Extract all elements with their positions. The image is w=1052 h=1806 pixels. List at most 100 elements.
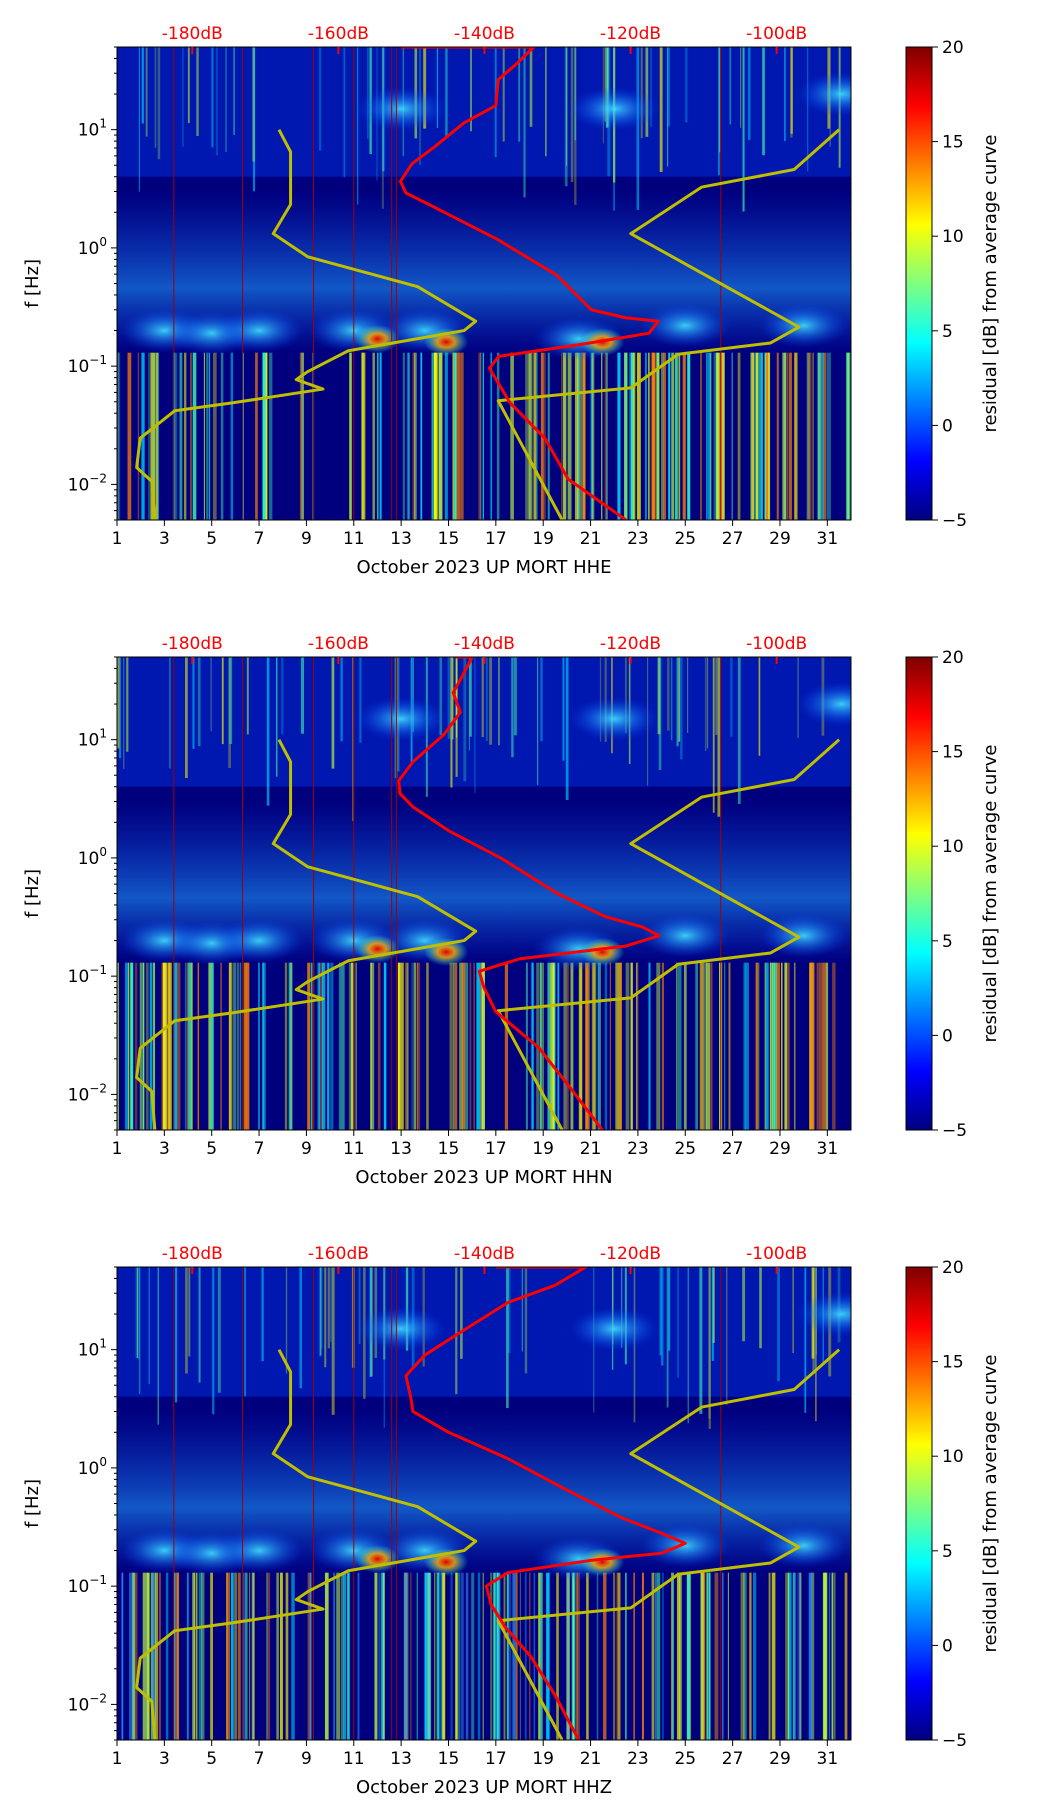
- spectrogram-stripe: [563, 352, 567, 520]
- y-tick-base: 10: [78, 121, 100, 141]
- spectrogram-stripe: [376, 352, 379, 520]
- spectrogram-stripe: [581, 352, 585, 520]
- spectrogram-stripe: [166, 1572, 169, 1740]
- spectrogram-stripe: [786, 962, 790, 1130]
- spectrogram-stripe: [525, 962, 528, 1130]
- y-tick-label: 10−1: [68, 1573, 107, 1597]
- spectrogram-stripe: [540, 1572, 543, 1740]
- x-tick-label: 11: [343, 1139, 365, 1159]
- y-tick-base: 10: [68, 1085, 90, 1105]
- spectrogram-stripe: [239, 962, 242, 1130]
- spectrogram-stripe: [533, 352, 537, 520]
- spectrogram-stripe: [377, 962, 381, 1130]
- spectrogram-stripe: [229, 657, 233, 745]
- spectrogram-stripe: [408, 352, 410, 520]
- spectrogram-blob: [569, 1306, 660, 1351]
- colorbar-label: residual [dB] from average curve: [980, 744, 1001, 1042]
- spectrogram-stripe: [246, 657, 249, 735]
- spectrogram-stripe: [817, 352, 819, 520]
- spectrogram-stripe: [203, 352, 205, 520]
- spectrogram-stripe: [244, 1267, 246, 1397]
- colorbar-tick-label: 20: [942, 38, 964, 58]
- x-tick-label: 3: [159, 1749, 170, 1769]
- spectrogram-stripe: [591, 352, 595, 520]
- spectrogram-stripe: [348, 1572, 350, 1740]
- colorbar-tick-label: 20: [942, 1258, 964, 1278]
- spectrogram-stripe: [728, 962, 731, 1130]
- spectrogram-stripe: [428, 1572, 432, 1740]
- spectrogram-stripe: [473, 962, 475, 1130]
- spectrogram-stripe: [340, 1572, 344, 1740]
- top-axis-label: -180dB: [162, 1244, 223, 1264]
- spectrogram-stripe: [826, 352, 831, 520]
- spectrogram-stripe: [848, 352, 851, 520]
- spectrogram-stripe: [790, 47, 793, 138]
- spectrogram-stripe: [636, 962, 639, 1130]
- spectrogram-stripe: [226, 1572, 230, 1740]
- spectrogram-stripe: [547, 962, 552, 1130]
- x-axis-label: October 2023 UP MORT HHZ: [356, 1777, 612, 1798]
- spectrogram-stripe: [687, 657, 689, 733]
- y-tick-exponent: 0: [99, 845, 107, 859]
- spectrogram-stripe: [340, 962, 345, 1130]
- spectrogram-stripe: [127, 352, 132, 520]
- spectrogram-stripe: [331, 1267, 335, 1415]
- spectrogram-stripe: [566, 962, 569, 1130]
- spectrogram-stripe: [477, 1572, 481, 1740]
- spectrogram-stripe: [574, 47, 576, 141]
- spectrogram-stripe: [468, 657, 470, 751]
- y-axis-label: f [Hz]: [22, 1479, 43, 1528]
- spectrogram-stripe: [680, 657, 683, 760]
- colorbar: [905, 656, 933, 1131]
- spectrogram-stripe: [209, 352, 211, 520]
- spectrogram-stripe: [148, 1267, 151, 1385]
- spectrogram-stripe: [230, 1572, 234, 1740]
- spectrogram-stripe: [545, 47, 547, 157]
- spectrogram-stripe: [609, 962, 611, 1130]
- spectrogram-stripe: [564, 47, 568, 187]
- spectrogram-stripe: [169, 657, 171, 769]
- spectrogram-stripe: [771, 1572, 776, 1740]
- spectrogram-stripe: [132, 1572, 136, 1740]
- spectrogram-stripe: [441, 1572, 444, 1740]
- spectrogram-stripe: [521, 1267, 523, 1352]
- spectrogram-stripe: [524, 1267, 528, 1374]
- spectrogram-stripe: [233, 47, 236, 136]
- spectrogram-stripe: [537, 657, 539, 785]
- spectrogram-stripe: [321, 1267, 323, 1349]
- spectrogram-stripe: [630, 962, 632, 1130]
- x-tick-label: 27: [722, 529, 744, 549]
- spectrogram-stripe: [540, 962, 545, 1130]
- spectrogram-stripe: [629, 352, 633, 520]
- spectrogram-stripe: [645, 47, 649, 137]
- x-tick-label: 15: [438, 1749, 460, 1769]
- spectrogram-stripe: [624, 352, 628, 520]
- spectrogram-hot-blob: [355, 934, 400, 963]
- spectrogram-stripe: [777, 1267, 780, 1382]
- average-psd-curve: [398, 47, 660, 520]
- y-tick-label: 100: [78, 235, 107, 259]
- spectrogram-stripe: [410, 1572, 412, 1740]
- spectrogram-stripe: [676, 962, 678, 1130]
- spectrogram-stripe: [184, 657, 188, 779]
- spectrogram-stripe: [324, 1572, 329, 1740]
- spectrogram-stripe: [525, 352, 530, 520]
- spectrogram-hot-blob: [580, 1548, 625, 1577]
- spectrogram-stripe: [138, 47, 141, 192]
- colorbar-label: residual [dB] from average curve: [980, 1354, 1001, 1652]
- spectrogram-stripe: [268, 352, 273, 520]
- spectrogram-stripe: [242, 352, 244, 520]
- spectrogram-stripe: [117, 352, 119, 520]
- spectrogram-stripe: [764, 352, 767, 520]
- spectrogram-stripe: [402, 352, 405, 520]
- spectrogram-stripe: [578, 962, 583, 1130]
- spectrogram-stripe: [208, 962, 211, 1130]
- spectrogram-stripe: [276, 1572, 279, 1740]
- spectrogram-stripe: [480, 962, 483, 1130]
- spectrogram-stripe: [758, 352, 762, 520]
- spectrogram-stripe: [507, 1267, 511, 1354]
- spectrogram-stripe: [190, 962, 193, 1130]
- spectrogram-stripe: [318, 1267, 322, 1357]
- spectrogram-blob: [796, 72, 851, 117]
- spectrogram-stripe: [708, 1267, 711, 1429]
